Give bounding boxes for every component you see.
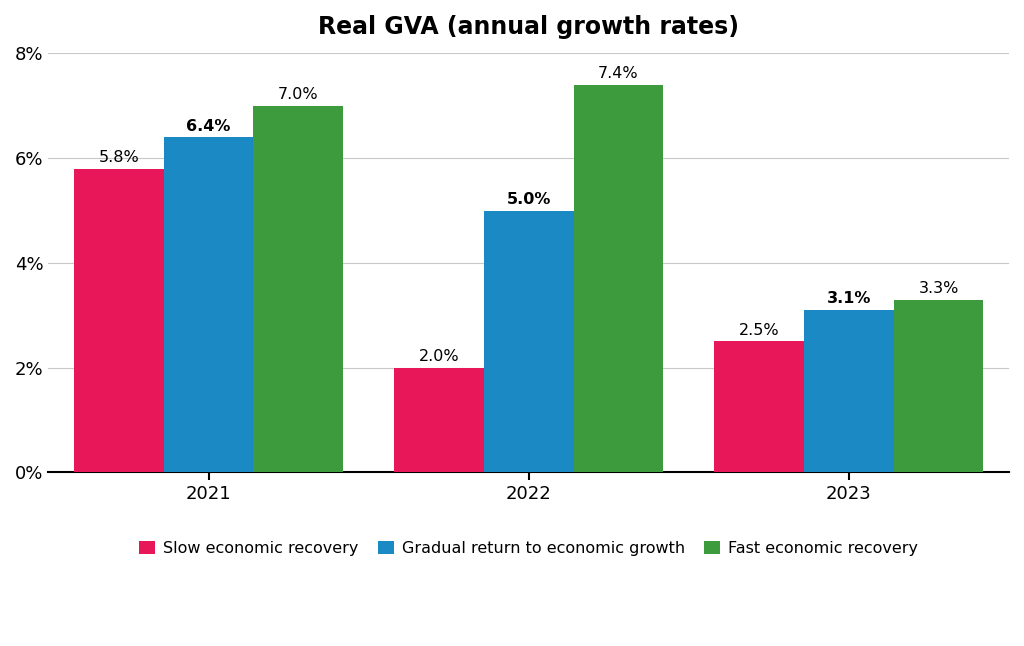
Text: 3.3%: 3.3% (919, 281, 958, 296)
Text: 2.0%: 2.0% (419, 349, 460, 364)
Bar (164, 137, 253, 472)
Title: Real GVA (annual growth rates): Real GVA (annual growth rates) (318, 15, 739, 39)
Bar (253, 106, 343, 472)
Bar (484, 211, 573, 472)
Text: 5.0%: 5.0% (507, 192, 551, 207)
Text: 2.5%: 2.5% (739, 323, 779, 338)
Bar (394, 368, 484, 472)
Legend: Slow economic recovery, Gradual return to economic growth, Fast economic recover: Slow economic recovery, Gradual return t… (133, 535, 925, 563)
Text: 7.0%: 7.0% (278, 87, 318, 102)
Bar (715, 341, 804, 472)
Text: 6.4%: 6.4% (186, 119, 230, 134)
Bar (894, 300, 983, 472)
Text: 7.4%: 7.4% (598, 66, 639, 81)
Bar (573, 85, 664, 472)
Text: 3.1%: 3.1% (826, 291, 871, 306)
Bar (804, 310, 894, 472)
Bar (74, 169, 164, 472)
Text: 5.8%: 5.8% (98, 150, 139, 165)
